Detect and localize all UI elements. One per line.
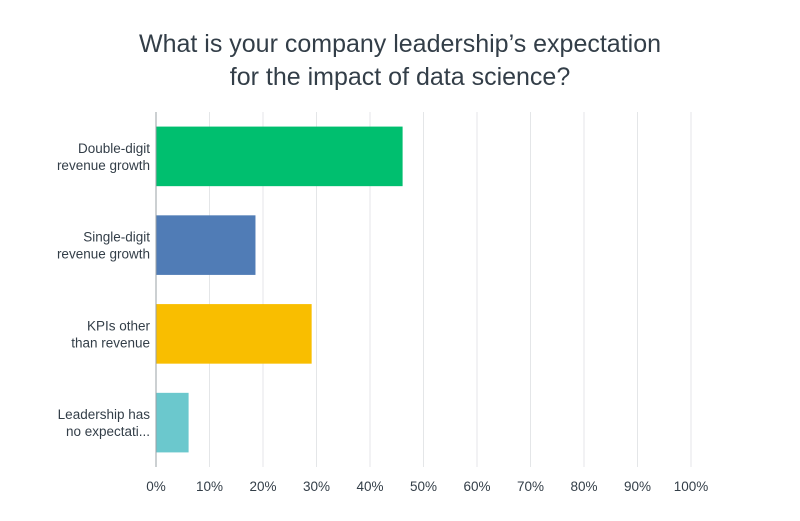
category-label-1-line-1: revenue growth (57, 247, 150, 262)
x-tick-label-100: 100% (674, 479, 709, 494)
x-tick-label-20: 20% (249, 479, 276, 494)
x-tick-label-60: 60% (463, 479, 490, 494)
x-tick-label-90: 90% (624, 479, 651, 494)
x-tick-label-50: 50% (410, 479, 437, 494)
x-tick-label-70: 70% (517, 479, 544, 494)
bar-0 (155, 126, 403, 187)
category-label-0-line-0: Double-digit (78, 141, 150, 156)
x-tick-label-0: 0% (146, 479, 166, 494)
category-label-1-line-0: Single-digit (83, 230, 150, 245)
chart-title-line-1: What is your company leadership’s expect… (139, 30, 661, 58)
category-label-3-line-1: no expectati... (66, 424, 150, 439)
category-label-0-line-1: revenue growth (57, 158, 150, 173)
chart-title-line-2: for the impact of data science? (230, 63, 570, 91)
category-labels: Double-digit revenue growth Single-digit re… (57, 141, 151, 439)
bar-1 (155, 215, 256, 275)
category-label-2-line-0: KPIs other (87, 318, 151, 333)
x-tick-label-40: 40% (356, 479, 383, 494)
x-axis-tick-labels: 0% 10% 20% 30% 40% 50% 60% 70% 80% 90% 100% (146, 479, 708, 494)
category-label-3-line-0: Leadership has (58, 407, 151, 422)
category-label-2-line-1: than revenue (71, 335, 150, 350)
bar-2 (155, 304, 312, 364)
bar-3 (155, 392, 189, 453)
x-tick-label-10: 10% (196, 479, 223, 494)
bars (155, 126, 403, 453)
x-tick-label-30: 30% (303, 479, 330, 494)
chart-title: What is your company leadership’s expect… (139, 30, 661, 91)
x-tick-label-80: 80% (570, 479, 597, 494)
